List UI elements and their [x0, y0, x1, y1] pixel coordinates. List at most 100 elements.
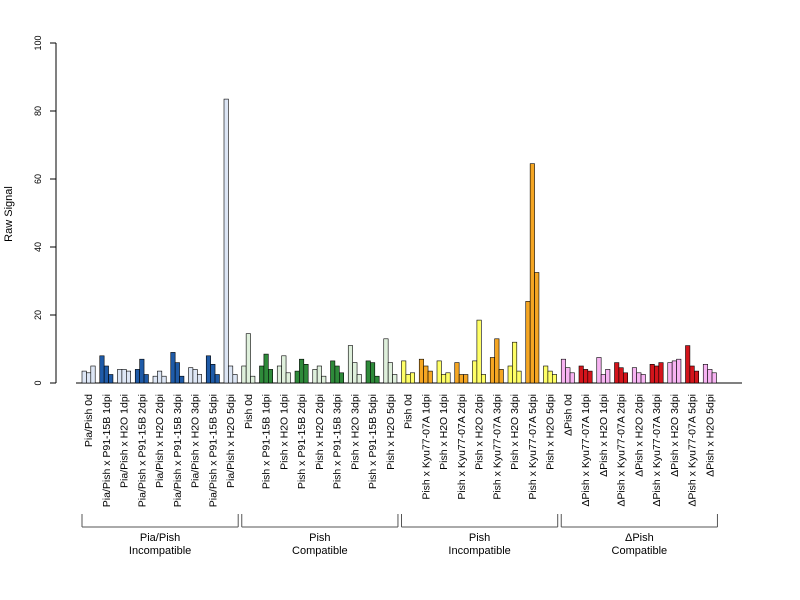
bar	[702, 363, 708, 384]
x-tick-label: Pish x H2O 1dpi	[438, 394, 450, 470]
x-tick-label: Pia/Pish 0d	[83, 394, 95, 447]
bar	[338, 372, 344, 384]
bar	[250, 375, 256, 384]
bar	[583, 369, 589, 384]
group-brackets: Pia/PishIncompatiblePishCompatiblePishIn…	[81, 514, 718, 557]
x-tick-label: Pia/Pish x P91-15B 5dpi	[207, 394, 219, 507]
bar	[192, 369, 198, 384]
bar	[463, 374, 469, 384]
bar	[441, 374, 447, 384]
bar	[370, 362, 376, 384]
group-label-genotype: ΔPish	[625, 532, 654, 544]
bar	[565, 367, 571, 384]
bar	[658, 362, 664, 384]
x-tick-label: Pish x H2O 3dpi	[349, 394, 361, 470]
x-tick-label: Pia/Pish x H2O 3dpi	[190, 394, 202, 488]
bar	[179, 375, 185, 384]
bar	[529, 163, 535, 384]
bar	[445, 372, 451, 384]
bar	[458, 374, 464, 384]
bar	[667, 362, 673, 384]
x-tick-label: Pish x Kyu77-07A 5dpi	[527, 394, 539, 500]
bar	[170, 352, 176, 384]
bar	[427, 370, 433, 384]
bar	[188, 367, 194, 384]
group-label-interaction: Compatible	[292, 545, 348, 557]
bar	[423, 365, 429, 384]
bar	[547, 370, 553, 384]
x-tick-label: Pish x Kyu77-07A 2dpi	[456, 394, 468, 500]
bar	[480, 374, 486, 384]
bar	[614, 362, 620, 384]
bar	[685, 345, 691, 384]
bars-layer	[81, 98, 717, 384]
bar	[516, 370, 522, 384]
bar	[596, 357, 602, 384]
bar	[117, 369, 123, 384]
x-tick-label: ΔPish x Kyu77-07A 2dpi	[616, 394, 628, 507]
x-tick-label: Pish x Kyu77-07A 1dpi	[420, 394, 432, 500]
bar	[654, 365, 660, 384]
bar	[476, 319, 482, 384]
y-axis-label: Raw Signal	[3, 186, 15, 242]
x-tick-label: Pish x H2O 5dpi	[545, 394, 557, 470]
bar	[316, 365, 322, 384]
bar	[578, 365, 584, 384]
bar	[276, 365, 282, 384]
bar	[498, 369, 504, 384]
x-tick-label: Pia/Pish x H2O 2dpi	[154, 394, 166, 488]
bar	[405, 374, 411, 384]
bar	[214, 374, 220, 384]
bar	[543, 365, 549, 384]
bar	[489, 357, 495, 384]
bar	[418, 358, 424, 384]
bar	[232, 374, 238, 384]
bar	[676, 358, 682, 384]
group-label-genotype: Pish	[469, 532, 490, 544]
bar	[392, 374, 398, 384]
bar	[241, 365, 247, 384]
x-tick-label: Pia/Pish x H2O 1dpi	[119, 394, 131, 488]
bar	[267, 369, 273, 384]
bar	[90, 365, 96, 384]
bar	[259, 365, 265, 384]
x-tick-label: ΔPish x Kyu77-07A 3dpi	[651, 394, 663, 507]
x-tick-label: Pish x H2O 1dpi	[278, 394, 290, 470]
x-tick-label: ΔPish x H2O 1dpi	[598, 394, 610, 477]
x-tick-labels: Pia/Pish 0d Pia/Pish x P91-15B 1dpi Pia/Pi…	[83, 394, 716, 507]
bar	[134, 369, 140, 384]
y-tick-label: 0	[33, 380, 43, 385]
bar	[210, 363, 216, 384]
bar	[281, 355, 287, 384]
bar	[374, 375, 380, 384]
x-tick-label: Pish 0d	[243, 394, 255, 429]
y-tick-label: 40	[33, 242, 43, 252]
bar	[494, 338, 500, 384]
bar	[321, 375, 327, 384]
bar	[303, 363, 309, 384]
bar	[223, 98, 229, 384]
y-tick-label: 80	[33, 106, 43, 116]
bar	[707, 369, 713, 384]
bar	[560, 358, 566, 384]
bar	[618, 367, 624, 384]
x-tick-label: ΔPish x Kyu77-07A 1dpi	[580, 394, 592, 507]
bar	[81, 370, 87, 384]
bar	[347, 345, 353, 384]
bar	[534, 272, 540, 384]
x-tick-label: ΔPish 0d	[562, 394, 574, 436]
y-axis: 0 20 40 60 80 100	[33, 35, 57, 386]
bar	[689, 365, 695, 384]
bar	[299, 358, 305, 384]
bar	[507, 365, 513, 384]
y-tick-label: 100	[33, 35, 43, 50]
bar	[711, 372, 717, 384]
group-label-interaction: Compatible	[612, 545, 668, 557]
bar	[401, 360, 407, 384]
group-label-interaction: Incompatible	[448, 545, 510, 557]
bar	[86, 372, 92, 384]
bar	[121, 369, 127, 384]
bar	[640, 374, 646, 384]
bar	[152, 375, 158, 384]
x-tick-label: Pia/Pish x P91-15B 1dpi	[101, 394, 113, 507]
